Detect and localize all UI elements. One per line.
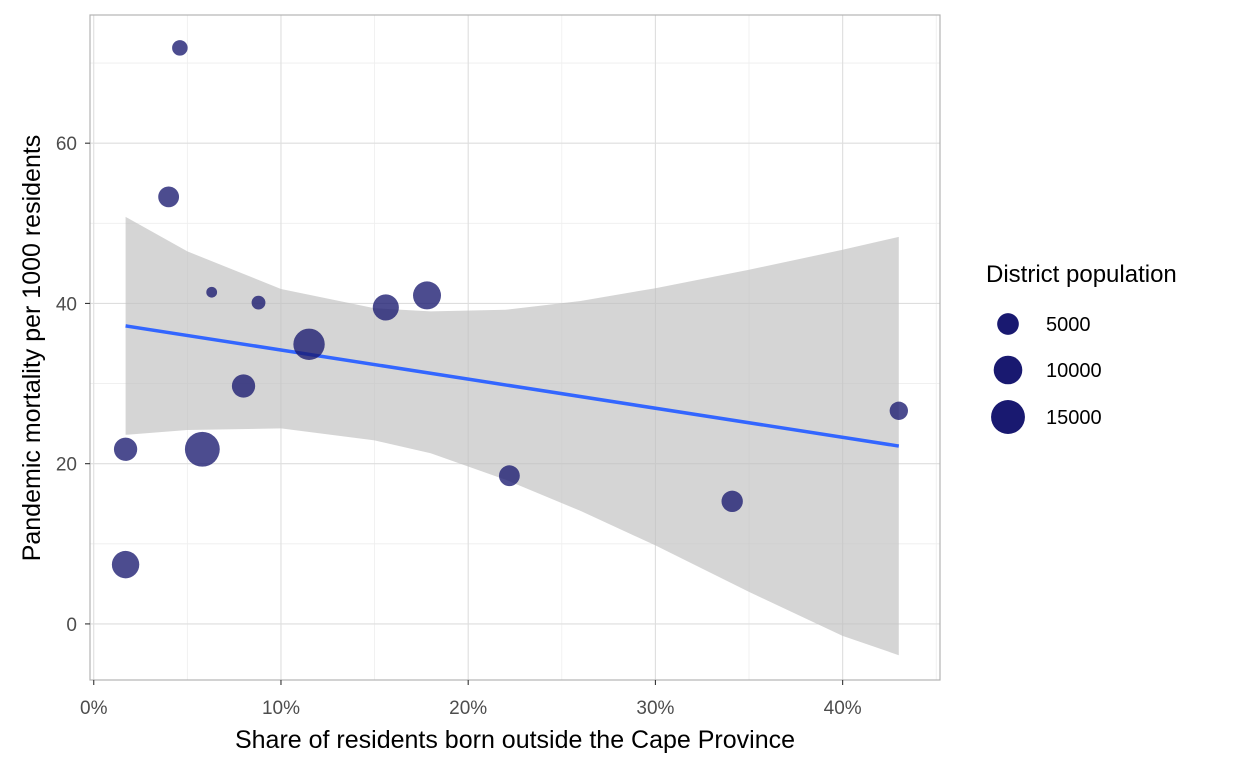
legend-title: District population [986, 261, 1177, 288]
data-point [231, 374, 256, 398]
confidence-band [125, 216, 899, 656]
data-point [721, 490, 743, 513]
x-axis-label: Share of residents born outside the Cape… [235, 726, 795, 754]
legend-key [991, 400, 1025, 434]
legend-label: 5000 [1046, 314, 1091, 336]
data-points [111, 40, 908, 579]
legend: District population 5000 10000 15000 [986, 261, 1177, 434]
y-tick-label: 40 [56, 294, 77, 315]
legend-label: 15000 [1046, 407, 1102, 429]
data-point [172, 40, 188, 56]
trend-line [125, 324, 900, 448]
data-point [889, 401, 908, 420]
x-tick-label: 0% [80, 698, 108, 719]
y-tick-label: 0 [66, 615, 77, 636]
panel-border [89, 14, 941, 681]
data-point [113, 437, 138, 461]
y-axis-label: Pandemic mortality per 1000 residents [18, 135, 46, 562]
data-point [413, 281, 442, 310]
x-tick-label: 30% [636, 698, 674, 719]
legend-label: 10000 [1046, 360, 1102, 382]
x-tick-label: 10% [262, 698, 300, 719]
legend-key [993, 355, 1023, 385]
y-axis: 0 20 40 60 [56, 134, 90, 636]
x-axis: 0% 10% 20% 30% 40% [80, 680, 862, 719]
x-tick-label: 40% [824, 698, 862, 719]
data-point [251, 295, 266, 310]
legend-entries: 5000 10000 15000 [991, 313, 1102, 434]
data-point [111, 550, 140, 579]
x-tick-label: 20% [449, 698, 487, 719]
y-tick-label: 60 [56, 134, 77, 155]
data-point [498, 465, 520, 487]
legend-key [997, 313, 1019, 335]
data-point [184, 431, 220, 467]
y-tick-label: 20 [56, 455, 77, 476]
data-point [158, 186, 180, 208]
data-point [372, 294, 399, 321]
data-point [206, 286, 218, 298]
data-point [293, 328, 325, 360]
